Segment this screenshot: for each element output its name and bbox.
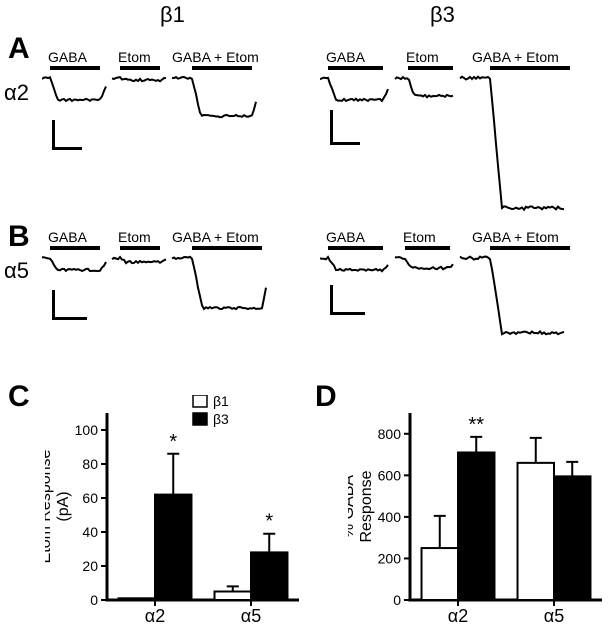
- svg-text:400: 400: [378, 509, 402, 525]
- svg-text:80: 80: [82, 456, 98, 472]
- svg-text:% GABAResponse: % GABAResponse: [348, 470, 375, 542]
- svg-text:GABA: GABA: [326, 230, 366, 245]
- svg-text:α2: α2: [145, 606, 165, 626]
- svg-text:60: 60: [82, 490, 98, 506]
- svg-text:GABA: GABA: [48, 50, 88, 65]
- svg-text:*: *: [265, 511, 273, 533]
- svg-text:α5: α5: [241, 606, 261, 626]
- svg-text:GABA + Etom: GABA + Etom: [472, 50, 559, 65]
- svg-text:0: 0: [90, 592, 98, 608]
- panel-label-d: D: [315, 380, 337, 414]
- svg-text:GABA + Etom: GABA + Etom: [472, 230, 559, 245]
- panel-label-c: C: [8, 380, 30, 414]
- svg-text:20: 20: [82, 558, 98, 574]
- svg-text:Etom: Etom: [118, 230, 151, 245]
- col-header-beta3: β3: [430, 2, 455, 28]
- svg-text:Etom: Etom: [403, 230, 436, 245]
- trace-b-right: GABA Etom GABA + Etom: [320, 230, 600, 370]
- chart-c: 0 20 40 60 80 100Etom Response(pA) α2 α5 * * β1 β3: [45, 395, 305, 635]
- svg-text:*: *: [169, 431, 177, 453]
- col-header-beta1: β1: [160, 2, 185, 28]
- svg-text:40: 40: [82, 524, 98, 540]
- svg-text:Etom: Etom: [406, 50, 439, 65]
- svg-text:Etom Response(pA): Etom Response(pA): [45, 449, 72, 563]
- chart-d: 0 200 400 600 800 % GABAResponse α2 α5 **: [348, 395, 608, 635]
- svg-text:β1: β1: [213, 395, 229, 409]
- svg-text:600: 600: [378, 467, 402, 483]
- svg-text:GABA: GABA: [48, 230, 88, 245]
- svg-text:α2: α2: [448, 606, 468, 626]
- trace-b-left: GABA Etom GABA + Etom: [42, 230, 292, 360]
- svg-text:GABA + Etom: GABA + Etom: [172, 230, 259, 245]
- panel-label-a: A: [8, 32, 30, 66]
- svg-text:200: 200: [378, 550, 402, 566]
- panel-label-b: B: [8, 220, 30, 254]
- row-label-alpha2: α2: [4, 80, 29, 106]
- row-label-alpha5: α5: [4, 258, 29, 284]
- svg-text:β3: β3: [213, 411, 229, 427]
- svg-text:Etom: Etom: [118, 50, 151, 65]
- svg-text:0: 0: [393, 592, 401, 608]
- svg-text:100: 100: [75, 422, 99, 438]
- trace-a-left: GABA Etom GABA + Etom: [42, 50, 292, 200]
- svg-text:800: 800: [378, 426, 402, 442]
- svg-text:GABA + Etom: GABA + Etom: [172, 50, 259, 65]
- trace-a-right: GABA Etom GABA + Etom: [320, 50, 600, 220]
- svg-text:**: **: [468, 414, 484, 436]
- svg-text:α5: α5: [544, 606, 564, 626]
- svg-text:GABA: GABA: [326, 50, 366, 65]
